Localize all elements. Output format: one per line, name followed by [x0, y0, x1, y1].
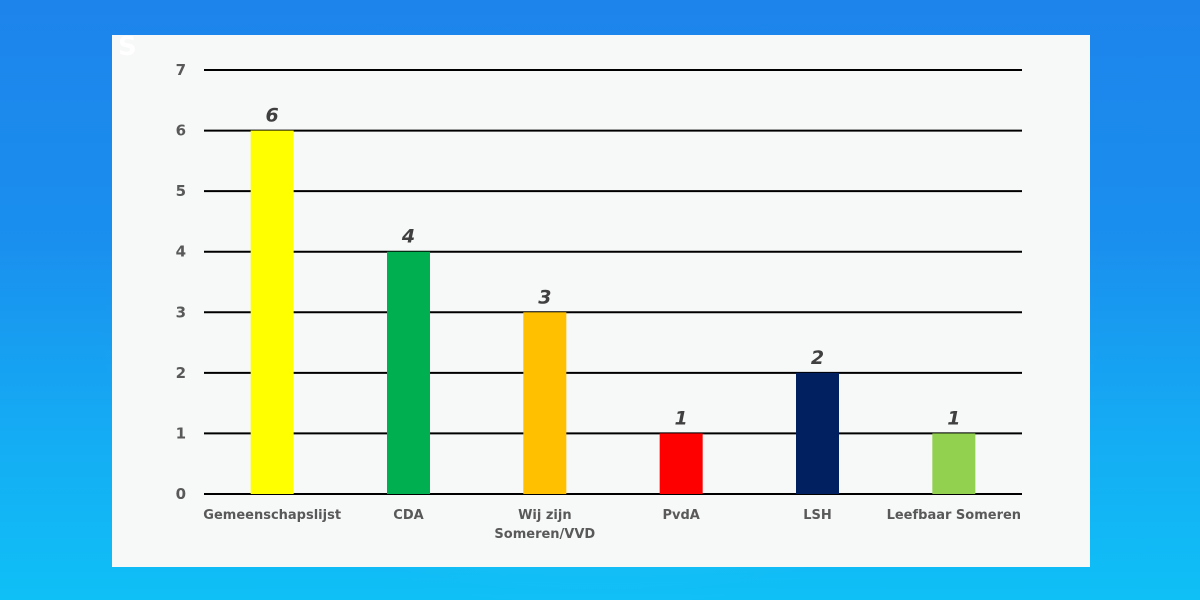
category-labels: Gemeenschapslijst CDA Wij zijn Someren/VVD P…	[203, 508, 1021, 542]
data-label-2: 4	[401, 226, 415, 248]
gridlines	[204, 69, 1022, 495]
category-label-2: CDA	[393, 508, 423, 523]
bar-5	[796, 372, 839, 494]
data-label-4: 1	[675, 407, 688, 429]
category-label-line: Gemeenschapslijst	[203, 508, 341, 523]
data-label-5: 2	[811, 347, 824, 369]
bar-1	[250, 130, 294, 495]
category-label-line: Wij zijn	[518, 508, 572, 523]
category-label-4: PvdA	[662, 508, 699, 523]
data-label-6: 1	[947, 407, 960, 429]
bar-6	[932, 433, 976, 494]
data-label-1: 6	[266, 105, 279, 127]
category-label-5: LSH	[803, 508, 832, 523]
y-tick-label-3: 3	[176, 303, 186, 321]
category-label-3: Wij zijn Someren/VVD	[494, 508, 595, 542]
y-tick-label-0: 0	[176, 485, 186, 503]
category-label-line: PvdA	[662, 508, 699, 523]
y-tick-label-5: 5	[176, 182, 186, 200]
y-tick-label-1: 1	[176, 424, 186, 442]
channel-logo: S	[118, 32, 138, 62]
category-label-1: Gemeenschapslijst	[203, 508, 341, 523]
bar-3	[523, 312, 567, 494]
category-label-line: LSH	[803, 508, 832, 523]
data-labels: 6 4 3 1 2 1	[266, 105, 961, 430]
bar-2	[387, 251, 430, 494]
y-tick-label-6: 6	[176, 122, 186, 140]
bar-4	[659, 433, 703, 494]
category-label-line: CDA	[393, 508, 423, 523]
category-label-6: Leefbaar Someren	[887, 508, 1022, 523]
data-label-3: 3	[538, 286, 551, 308]
bars	[250, 130, 976, 495]
y-tick-label-7: 7	[176, 61, 186, 79]
y-tick-label-4: 4	[176, 243, 186, 261]
category-label-line: Someren/VVD	[494, 527, 595, 542]
y-axis-ticks: 0 1 2 3 4 5 6 7	[176, 61, 186, 503]
category-label-line: Leefbaar Someren	[887, 508, 1022, 523]
y-tick-label-2: 2	[176, 364, 186, 382]
